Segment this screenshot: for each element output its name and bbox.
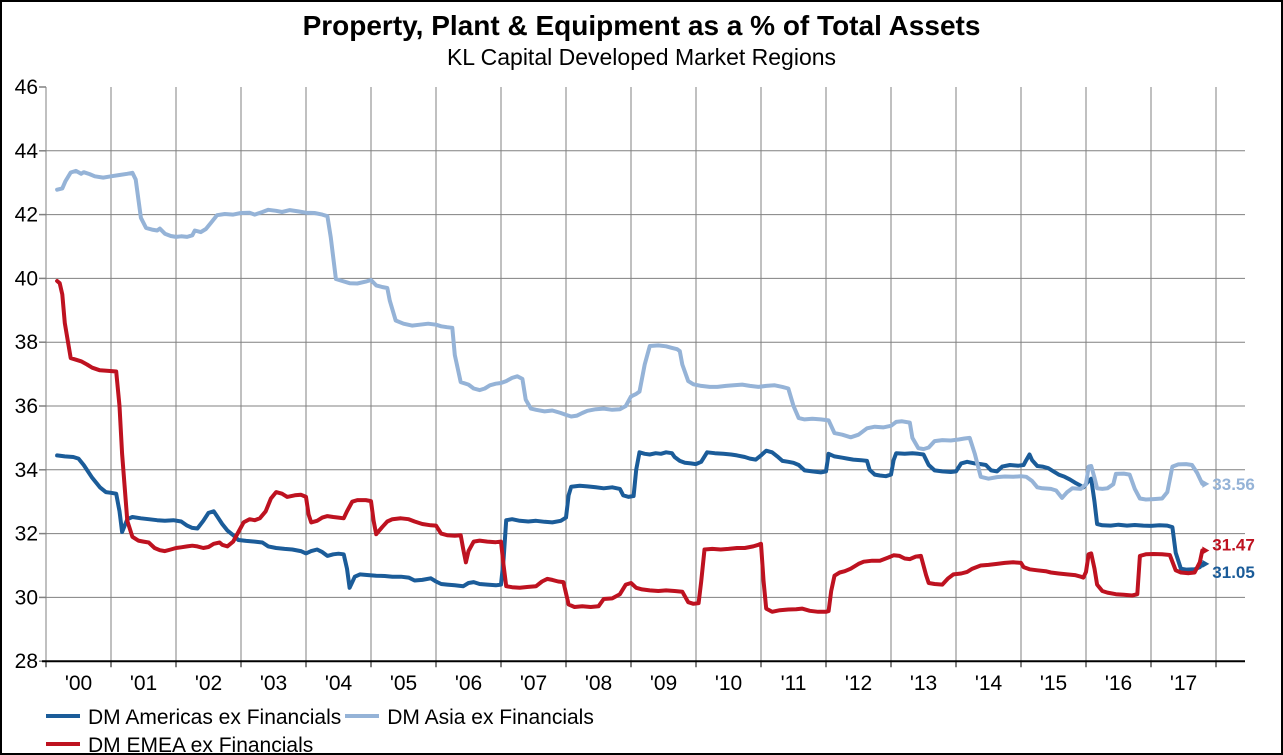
x-axis-tick-label: '09: [650, 672, 677, 695]
x-axis-tick-label: '08: [585, 672, 612, 695]
x-axis-tick-label: '07: [520, 672, 547, 695]
series-line-dm-asia-ex-financials: [55, 168, 1205, 502]
x-axis-tick-label: '14: [975, 672, 1003, 695]
x-axis-tick-label: '00: [65, 672, 92, 695]
series-end-marker: [1202, 559, 1210, 568]
series-end-value-label: 31.05: [1212, 563, 1255, 582]
legend-row-1: DM Americas ex Financials DM Asia ex Fina…: [46, 704, 1146, 732]
y-axis-tick-label: 30: [15, 586, 38, 609]
legend-item-asia: DM Asia ex Financials: [345, 704, 594, 732]
legend-row-2: DM EMEA ex Financials: [46, 732, 1146, 755]
x-axis-tick-label: '06: [455, 672, 482, 695]
y-axis-tick-label: 44: [15, 140, 39, 163]
x-axis-tick-label: '02: [195, 672, 222, 695]
y-axis-tick-label: 28: [15, 650, 38, 673]
x-axis-tick-label: '15: [1040, 672, 1067, 695]
legend-label-emea: DM EMEA ex Financials: [88, 734, 314, 755]
series-end-value-label: 31.47: [1212, 536, 1255, 555]
y-axis-tick-label: 38: [15, 331, 38, 354]
legend-line-swatch-americas: [46, 714, 80, 719]
series-line-dm-emea-ex-financials: [55, 279, 1205, 614]
legend: DM Americas ex Financials DM Asia ex Fina…: [46, 704, 1146, 755]
series-end-marker: [1202, 546, 1210, 555]
y-axis-tick-label: 34: [15, 459, 39, 482]
x-axis-tick-label: '04: [325, 672, 353, 695]
legend-label-americas: DM Americas ex Financials: [88, 706, 342, 729]
x-axis-tick-label: '11: [781, 672, 807, 695]
y-axis-tick-label: 42: [15, 204, 38, 227]
x-axis-tick-label: '13: [910, 672, 937, 695]
y-axis-tick-label: 46: [15, 76, 38, 99]
legend-item-emea: DM EMEA ex Financials: [46, 732, 314, 755]
chart-subtitle: KL Capital Developed Market Regions: [446, 44, 837, 70]
x-axis-tick-label: '05: [390, 672, 417, 695]
y-axis-tick-label: 32: [15, 523, 38, 546]
series-line-dm-americas-ex-financials: [55, 448, 1205, 590]
legend-line-swatch-asia: [345, 714, 380, 719]
y-axis-tick-label: 36: [15, 395, 38, 418]
chart-title: Property, Plant & Equipment as a % of To…: [302, 10, 981, 41]
legend-label-asia: DM Asia ex Financials: [387, 706, 594, 729]
x-axis-tick-label: '01: [130, 672, 157, 695]
legend-line-swatch-emea: [46, 742, 80, 747]
legend-item-americas: DM Americas ex Financials: [46, 704, 341, 732]
x-axis-tick-label: '10: [715, 672, 742, 695]
series-end-value-label: 33.56: [1212, 475, 1255, 494]
x-axis-tick-label: '03: [260, 672, 287, 695]
series-end-marker: [1202, 479, 1210, 488]
x-axis-tick-label: '17: [1170, 672, 1197, 695]
x-axis-tick-label: '12: [845, 672, 872, 695]
x-axis-tick-label: '16: [1105, 672, 1132, 695]
y-axis-tick-label: 40: [15, 267, 38, 290]
